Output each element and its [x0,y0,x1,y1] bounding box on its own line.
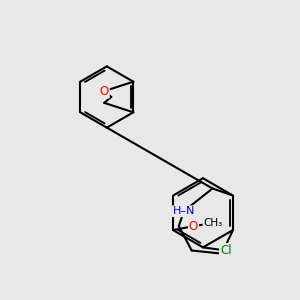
Text: H–N: H–N [173,206,195,216]
Text: O: O [100,85,109,98]
Text: CH₃: CH₃ [203,218,223,228]
Text: O: O [189,220,198,233]
Text: Cl: Cl [220,244,232,257]
